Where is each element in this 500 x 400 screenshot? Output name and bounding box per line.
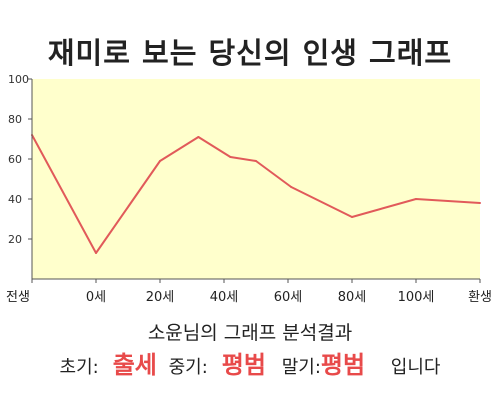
x-tick-label: 환생 (468, 290, 492, 305)
x-tick-label: 20세 (146, 290, 175, 305)
y-tick-label: 40 (8, 193, 22, 206)
analysis-summary: 소윤님의 그래프 분석결과 (147, 322, 353, 344)
x-tick-label: 40세 (210, 290, 239, 305)
data-point-1 (95, 252, 97, 254)
result-suffix: 입니다 (390, 357, 441, 378)
series-line (31, 134, 481, 254)
data-point-2 (159, 160, 161, 162)
x-tick-label: 80세 (338, 290, 367, 305)
y-tick-label: 60 (8, 153, 22, 166)
middle-life-value: 평범 (221, 351, 266, 379)
late-life-label: 말기: (281, 357, 321, 378)
data-point-8 (415, 198, 417, 200)
data-point-9 (479, 202, 481, 204)
data-point-6 (290, 186, 293, 188)
data-point-5 (255, 160, 257, 162)
data-point-4 (229, 156, 232, 158)
y-tick-label: 80 (8, 113, 22, 126)
early-life-value: 출세 (112, 351, 157, 379)
x-tick-label: 0세 (86, 290, 106, 305)
page-title: 재미로 보는 당신의 인생 그래프 (47, 36, 453, 70)
x-tick-label: 100세 (398, 290, 435, 305)
x-tick-label: 전생 (6, 290, 30, 305)
late-life-value: 평범 (320, 351, 366, 379)
data-point-7 (351, 216, 353, 218)
series-area (32, 135, 480, 279)
early-life-label: 초기: (59, 357, 99, 378)
x-tick-label: 60세 (274, 290, 303, 305)
data-point-3 (197, 136, 200, 138)
y-tick-label: 20 (8, 233, 22, 246)
analysis-result: 초기: 출세 중기: 평범 말기:평범 입니다 (0, 345, 500, 380)
y-tick-label: 100 (8, 73, 29, 86)
middle-life-label: 중기: (168, 357, 208, 378)
life-chart: 20 40 60 80 100 전생 0세 20세 40세 60세 80세 100세 환생 (6, 73, 492, 305)
